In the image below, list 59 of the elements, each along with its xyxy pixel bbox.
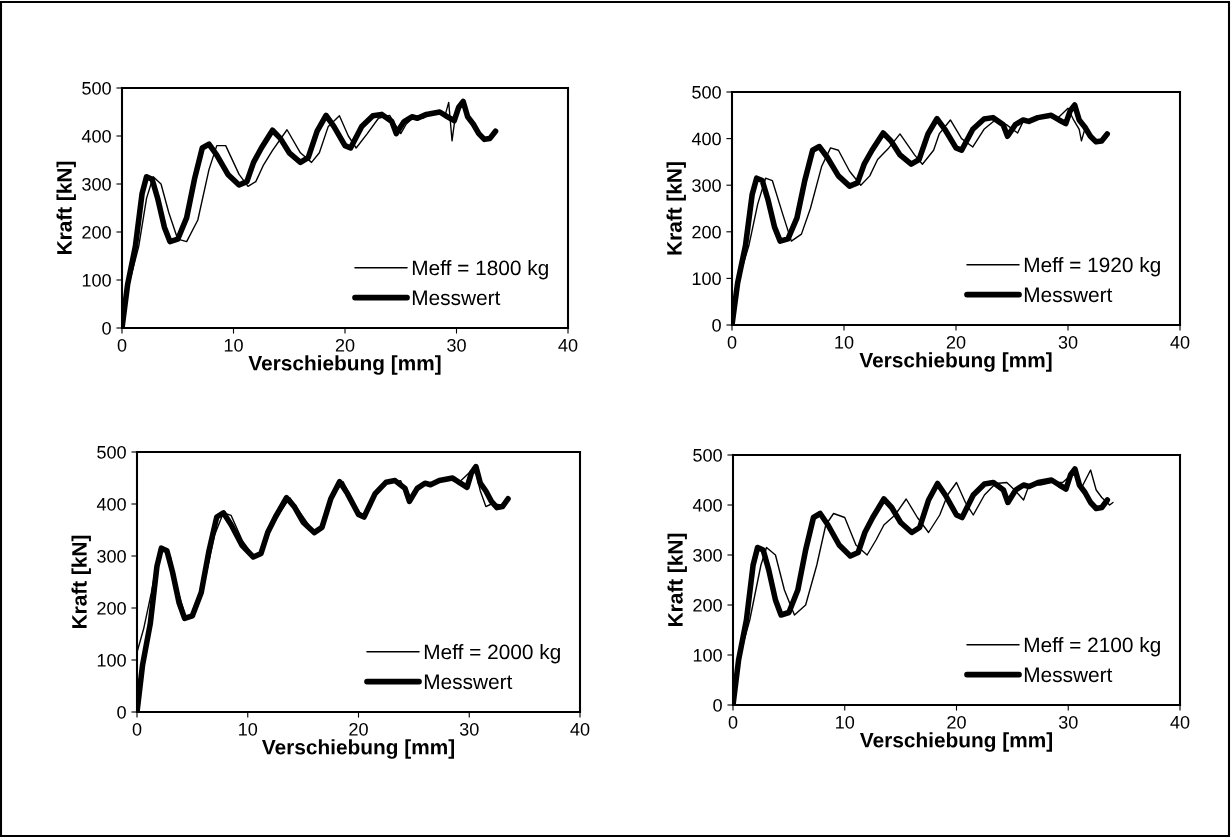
- y-tick-label: 100: [692, 272, 721, 286]
- legend-label: Messwert: [424, 674, 513, 690]
- x-axis-title: Verschiebung [mm]: [859, 732, 1052, 752]
- y-tick-label: 0: [712, 318, 721, 332]
- x-tick-label: 30: [447, 338, 466, 352]
- legend-label: Meff = 2100 kg: [1024, 636, 1160, 657]
- y-tick-label: 400: [691, 132, 721, 146]
- x-tick-label: 0: [132, 722, 142, 736]
- y-tick-label: 200: [97, 601, 126, 615]
- x-tick-label: 40: [1170, 335, 1190, 349]
- x-tick-label: 10: [835, 335, 854, 349]
- x-tick-label: 30: [1058, 335, 1078, 349]
- y-axis-title: Kraft [kN]: [71, 535, 91, 629]
- x-tick-label: 10: [239, 722, 258, 736]
- legend-label: Messwert: [412, 290, 501, 306]
- x-tick-label: 0: [728, 715, 738, 729]
- x-tick-label: 10: [224, 338, 243, 352]
- y-tick-label: 300: [82, 177, 111, 191]
- legend-label: Messwert: [1024, 667, 1113, 683]
- x-axis-title: Verschiebung [mm]: [859, 352, 1052, 372]
- x-tick-label: 0: [727, 335, 737, 349]
- y-tick-label: 400: [96, 497, 126, 511]
- y-tick-label: 400: [81, 129, 111, 143]
- y-tick-label: 100: [97, 653, 126, 667]
- y-axis-title: Kraft [kN]: [667, 533, 687, 627]
- x-axis-title: Verschiebung [mm]: [248, 355, 441, 375]
- y-tick-label: 0: [713, 698, 722, 712]
- y-tick-label: 0: [102, 321, 111, 335]
- x-tick-label: 20: [947, 715, 966, 729]
- y-tick-label: 0: [117, 705, 126, 719]
- y-tick-label: 500: [693, 448, 722, 462]
- y-tick-label: 500: [97, 445, 126, 459]
- y-tick-label: 500: [692, 85, 721, 99]
- x-tick-label: 40: [570, 722, 590, 736]
- y-tick-label: 200: [82, 225, 111, 239]
- y-tick-label: 400: [692, 498, 722, 512]
- y-tick-label: 100: [82, 273, 111, 287]
- x-tick-label: 20: [335, 338, 355, 352]
- x-axis-title: Verschiebung [mm]: [261, 739, 454, 759]
- x-tick-label: 40: [1170, 715, 1190, 729]
- legend-label: Meff = 2000 kg: [424, 643, 560, 664]
- legend-label: Meff = 1920 kg: [1024, 256, 1160, 277]
- x-tick-label: 40: [558, 338, 578, 352]
- y-tick-label: 300: [97, 549, 126, 563]
- y-tick-label: 100: [693, 648, 722, 662]
- y-axis-title: Kraft [kN]: [666, 162, 686, 255]
- x-tick-label: 30: [459, 722, 479, 736]
- x-tick-label: 10: [836, 715, 855, 729]
- y-tick-label: 300: [692, 179, 721, 192]
- legend-label: Meff = 1800 kg: [412, 259, 548, 280]
- y-tick-label: 300: [693, 548, 722, 562]
- y-tick-label: 500: [82, 81, 111, 95]
- x-tick-label: 20: [946, 335, 966, 349]
- y-tick-label: 200: [693, 598, 722, 612]
- y-axis-title: Kraft [kN]: [56, 161, 76, 255]
- x-tick-label: 30: [1058, 715, 1078, 729]
- y-tick-label: 200: [692, 225, 721, 239]
- legend-label: Messwert: [1024, 287, 1113, 303]
- x-tick-label: 20: [349, 722, 368, 736]
